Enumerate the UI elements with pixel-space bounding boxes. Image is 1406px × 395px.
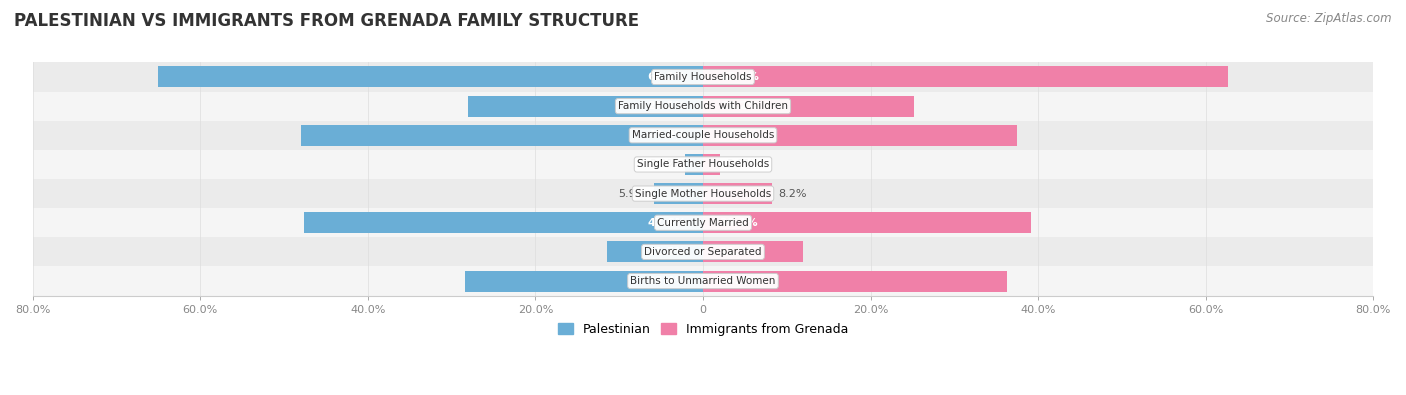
Bar xyxy=(703,241,803,262)
Bar xyxy=(703,66,1227,87)
Bar xyxy=(32,62,1374,92)
Text: 2.2%: 2.2% xyxy=(650,160,678,169)
Text: 36.3%: 36.3% xyxy=(720,276,758,286)
Legend: Palestinian, Immigrants from Grenada: Palestinian, Immigrants from Grenada xyxy=(553,318,853,341)
Bar xyxy=(32,179,1374,208)
Text: 28.4%: 28.4% xyxy=(648,276,686,286)
Text: 65.1%: 65.1% xyxy=(648,72,686,82)
Bar xyxy=(703,154,720,175)
Bar xyxy=(685,154,703,175)
Bar xyxy=(304,212,703,233)
Text: 25.2%: 25.2% xyxy=(720,101,758,111)
Text: 48.0%: 48.0% xyxy=(648,130,686,140)
Text: 11.9%: 11.9% xyxy=(720,247,758,257)
Bar xyxy=(32,208,1374,237)
Text: Divorced or Separated: Divorced or Separated xyxy=(644,247,762,257)
Bar xyxy=(32,150,1374,179)
Bar xyxy=(654,183,703,204)
Text: 5.9%: 5.9% xyxy=(619,188,647,199)
Bar xyxy=(32,267,1374,295)
Text: 8.2%: 8.2% xyxy=(779,188,807,199)
Bar xyxy=(703,96,914,117)
Bar xyxy=(157,66,703,87)
Text: Births to Unmarried Women: Births to Unmarried Women xyxy=(630,276,776,286)
Text: 28.1%: 28.1% xyxy=(648,101,686,111)
Bar xyxy=(703,271,1007,292)
Bar xyxy=(32,92,1374,121)
Text: Married-couple Households: Married-couple Households xyxy=(631,130,775,140)
Bar xyxy=(703,183,772,204)
Text: Source: ZipAtlas.com: Source: ZipAtlas.com xyxy=(1267,12,1392,25)
Text: 37.5%: 37.5% xyxy=(720,130,758,140)
Bar xyxy=(301,125,703,146)
Text: Single Mother Households: Single Mother Households xyxy=(636,188,770,199)
Bar xyxy=(465,271,703,292)
Bar xyxy=(468,96,703,117)
Text: 47.6%: 47.6% xyxy=(647,218,686,228)
Text: Family Households with Children: Family Households with Children xyxy=(619,101,787,111)
Bar xyxy=(703,212,1031,233)
Text: Single Father Households: Single Father Households xyxy=(637,160,769,169)
Bar xyxy=(32,121,1374,150)
Text: 62.6%: 62.6% xyxy=(720,72,759,82)
Text: 39.1%: 39.1% xyxy=(720,218,758,228)
Text: 11.5%: 11.5% xyxy=(648,247,686,257)
Text: PALESTINIAN VS IMMIGRANTS FROM GRENADA FAMILY STRUCTURE: PALESTINIAN VS IMMIGRANTS FROM GRENADA F… xyxy=(14,12,640,30)
Text: 2.0%: 2.0% xyxy=(727,160,755,169)
Bar xyxy=(32,237,1374,267)
Bar xyxy=(606,241,703,262)
Text: Currently Married: Currently Married xyxy=(657,218,749,228)
Bar xyxy=(703,125,1017,146)
Text: Family Households: Family Households xyxy=(654,72,752,82)
